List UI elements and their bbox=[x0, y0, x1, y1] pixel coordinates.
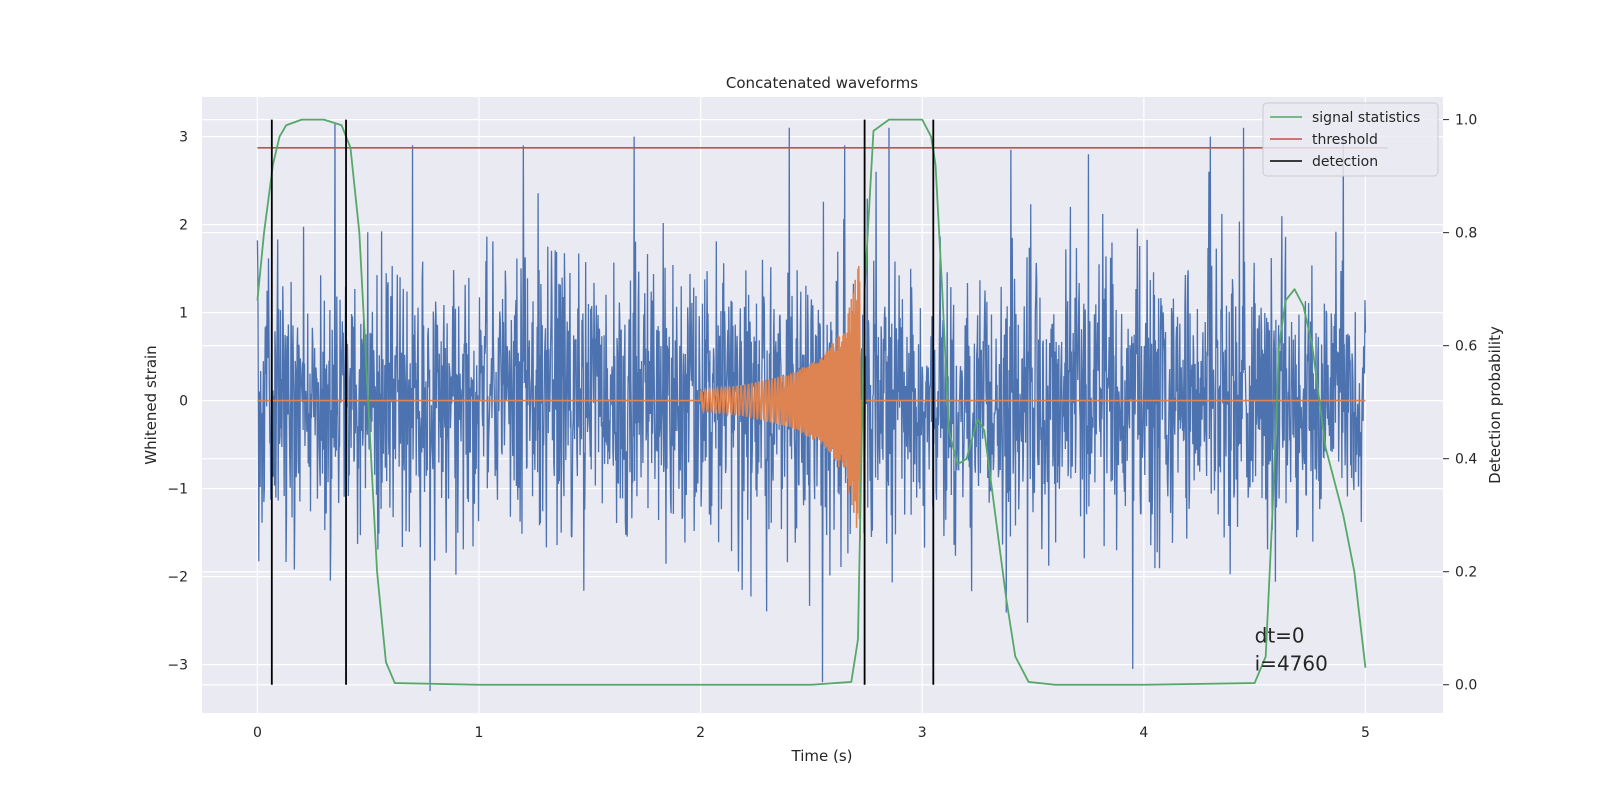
annotation-index: i=4760 bbox=[1255, 652, 1328, 676]
y-right-tick-label: 0.6 bbox=[1455, 339, 1477, 355]
y-tick-label: 0 bbox=[179, 394, 188, 410]
y-tick-label: 3 bbox=[179, 130, 188, 146]
legend-frame bbox=[1262, 102, 1439, 177]
x-tick-label: 0 bbox=[253, 725, 262, 741]
legend-label-signal-statistics: signal statistics bbox=[1312, 110, 1420, 126]
y-right-tick-label: 0.4 bbox=[1455, 452, 1477, 468]
y-tick-label: 2 bbox=[179, 218, 188, 234]
legend-label-threshold: threshold bbox=[1312, 132, 1378, 148]
y-tick-label: −2 bbox=[167, 570, 188, 586]
x-tick-label: 4 bbox=[1139, 725, 1148, 741]
legend: signal statistics threshold detection bbox=[1262, 102, 1439, 177]
y-axis-left: −3 −2 −1 0 1 2 3 bbox=[167, 130, 188, 674]
legend-label-detection: detection bbox=[1312, 154, 1378, 170]
y-axis-label: Whitened strain bbox=[142, 345, 160, 464]
x-axis-label: Time (s) bbox=[791, 747, 853, 765]
y-right-tick-label: 0.2 bbox=[1455, 565, 1477, 581]
x-tick-label: 5 bbox=[1361, 725, 1370, 741]
series-layer bbox=[256, 118, 1388, 692]
y-axis-right: 0.0 0.2 0.4 0.6 0.8 1.0 bbox=[1443, 113, 1477, 694]
x-tick-label: 3 bbox=[918, 725, 927, 741]
x-axis: 0 1 2 3 4 5 bbox=[253, 725, 1370, 741]
y-axis-right-label: Detection probability bbox=[1486, 326, 1504, 484]
series-injected-chirp bbox=[257, 265, 1366, 541]
series-whitened-strain-noise bbox=[256, 123, 1367, 692]
series-signal-statistics bbox=[256, 118, 1367, 686]
x-tick-label: 2 bbox=[696, 725, 705, 741]
x-tick-label: 1 bbox=[475, 725, 484, 741]
annotation-dt: dt=0 bbox=[1255, 624, 1305, 648]
y-right-tick-label: 0.8 bbox=[1455, 226, 1477, 242]
annotation-box: dt=0 i=4760 bbox=[1255, 624, 1328, 676]
y-tick-label: 1 bbox=[179, 306, 188, 322]
y-right-tick-label: 0.0 bbox=[1455, 678, 1477, 694]
y-tick-label: −1 bbox=[167, 482, 188, 498]
y-right-tick-label: 1.0 bbox=[1455, 113, 1477, 129]
chart-title: Concatenated waveforms bbox=[726, 74, 918, 92]
y-tick-label: −3 bbox=[167, 658, 188, 674]
